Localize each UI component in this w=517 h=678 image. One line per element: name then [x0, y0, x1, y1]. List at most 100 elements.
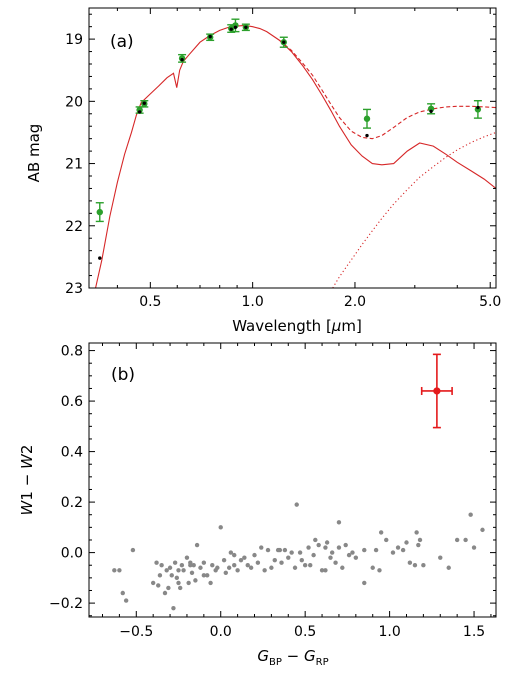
scatter-point-107 — [201, 573, 207, 578]
panel-b: (b) W1 − W2 GBP − GRP −0.5 0.0 0.5 1.0 1.5 −0… — [18, 342, 497, 668]
scatter-point-111 — [407, 560, 413, 565]
scatter-point-77 — [343, 542, 348, 548]
synthetic-point-4 — [208, 34, 212, 39]
scatter-point-104 — [323, 568, 328, 573]
scatter-point-21 — [181, 568, 186, 573]
scatter-point-1 — [120, 590, 125, 596]
scatter-point-71 — [324, 540, 330, 545]
scatter-point-5 — [150, 580, 156, 586]
b-x-tick-label: 1.0 — [378, 624, 400, 640]
scatter-point-75 — [336, 520, 342, 525]
b-y-tick-label: 0.0 — [61, 546, 83, 562]
scatter-point-45 — [245, 563, 250, 568]
synthetic-point-0 — [98, 256, 102, 260]
scatter-point-31 — [205, 573, 210, 578]
scatter-point-68 — [316, 542, 321, 548]
scatter-point-80 — [353, 555, 359, 560]
panel-a-plot-area — [95, 18, 496, 288]
scatter-point-73 — [329, 550, 335, 555]
scatter-point-100 — [471, 545, 477, 550]
scatter-point-30 — [201, 560, 207, 565]
b-y-tick-label: 0.2 — [61, 495, 83, 511]
scatter-point-20 — [179, 563, 185, 568]
scatter-point-56 — [282, 547, 288, 553]
highlight-marker — [433, 387, 441, 395]
scatter-point-63 — [302, 563, 308, 568]
b-y-tick-label: −0.2 — [49, 596, 83, 612]
x-tick-label: 5.0 — [479, 294, 501, 310]
scatter-point-89 — [404, 540, 409, 545]
scatter-point-109 — [362, 580, 367, 586]
scatter-point-99 — [468, 512, 473, 517]
scatter-point-78 — [346, 552, 352, 558]
panel-b-frame — [88, 342, 497, 618]
scatter-point-19 — [177, 585, 183, 591]
synthetic-point-9 — [365, 133, 369, 138]
y-tick-label: 19 — [65, 32, 83, 48]
scatter-point-92 — [416, 542, 421, 548]
synthetic-point-6 — [233, 25, 238, 29]
scatter-point-23 — [186, 580, 191, 586]
scatter-point-9 — [159, 563, 164, 568]
scatter-point-69 — [319, 568, 325, 573]
scatter-point-10 — [162, 590, 168, 596]
scatter-point-110 — [377, 568, 382, 573]
y-tick-label: 22 — [65, 219, 83, 235]
scatter-point-14 — [169, 573, 174, 578]
scatter-point-72 — [328, 555, 333, 560]
scatter-point-49 — [259, 545, 264, 550]
scatter-point-26 — [191, 563, 196, 568]
scatter-point-8 — [157, 573, 163, 578]
y-tick-label: 21 — [65, 157, 83, 173]
y-tick-label: 23 — [65, 281, 83, 297]
panel-b-label: (b) — [111, 365, 135, 385]
scatter-point-44 — [242, 555, 247, 560]
scatter-point-85 — [384, 537, 389, 543]
panel-a-xlabel: Wavelength [μm] — [232, 317, 362, 335]
scatter-point-51 — [265, 547, 271, 553]
highlight-point — [420, 353, 453, 429]
b-y-tick-label: 0.4 — [61, 445, 83, 461]
scatter-point-2 — [123, 598, 129, 603]
scatter-point-70 — [323, 545, 328, 550]
xlabel-part-2: μ — [331, 317, 342, 335]
panel-a-label: (a) — [110, 32, 134, 52]
scatter-point-94 — [421, 563, 426, 568]
scatter-point-36 — [218, 525, 223, 530]
scatter-point-16 — [172, 560, 178, 565]
scatter-point-57 — [286, 555, 291, 560]
synthetic-point-5 — [229, 27, 233, 31]
scatter-point-43 — [238, 557, 244, 563]
x-tick-label: 2.0 — [344, 294, 366, 310]
scatter-point-93 — [417, 537, 423, 543]
synthetic-point-1 — [137, 110, 142, 114]
scatter-point-18 — [176, 568, 181, 573]
scatter-point-42 — [235, 568, 240, 573]
scatter-point-7 — [156, 583, 161, 588]
scatter-point-41 — [232, 563, 237, 568]
observed-marker — [96, 208, 103, 216]
b-x-tick-label: 0.0 — [210, 624, 232, 640]
scatter-point-47 — [252, 552, 257, 558]
synthetic-point-10 — [429, 109, 433, 113]
scatter-point-11 — [164, 568, 169, 573]
scatter-point-46 — [248, 565, 254, 570]
scatter-point-74 — [333, 560, 338, 565]
scatter-point-53 — [272, 557, 277, 563]
synthetic-point-3 — [180, 57, 184, 62]
scatter-point-82 — [370, 565, 375, 570]
x-tick-label: 1.0 — [242, 294, 264, 310]
scatter-point-103 — [176, 580, 181, 586]
scatter-point-88 — [400, 547, 406, 553]
scatter-point-27 — [193, 578, 198, 583]
scatter-point-48 — [255, 560, 261, 565]
scatter-point-15 — [171, 605, 176, 611]
synthetic-point-8 — [282, 40, 286, 44]
scatter-point-106 — [277, 547, 283, 553]
b-y-tick-label: 0.6 — [61, 394, 83, 410]
scatter-point-95 — [438, 555, 443, 560]
scatter-point-96 — [446, 565, 451, 570]
scatter-point-6 — [154, 560, 159, 565]
scatter-point-4 — [130, 547, 136, 553]
